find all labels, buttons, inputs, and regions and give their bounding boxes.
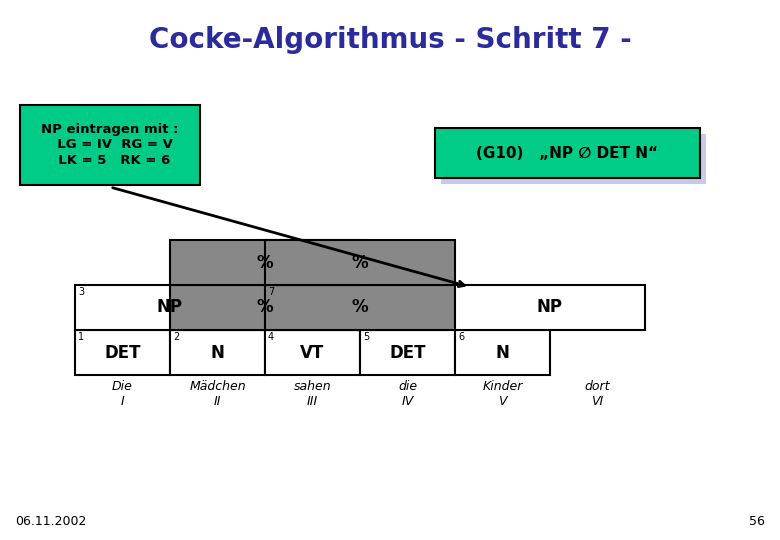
Text: Cocke-Algorithmus - Schritt 7 -: Cocke-Algorithmus - Schritt 7 - [149,26,631,54]
Bar [435,128,700,178]
Text: 6: 6 [458,332,464,342]
Text: 7: 7 [268,287,275,297]
Text: VT: VT [300,343,324,361]
Text: 1: 1 [78,332,84,342]
Text: NP eintragen mit :
  LG = IV  RG = V
  LK = 5   RK = 6: NP eintragen mit : LG = IV RG = V LK = 5… [41,124,179,166]
Text: 56: 56 [749,515,765,528]
Bar [75,330,170,375]
Text: NP: NP [157,299,183,316]
Text: N: N [211,343,225,361]
Text: Die
I: Die I [112,380,133,408]
Bar [20,105,200,185]
Text: NP: NP [537,299,563,316]
Text: die
IV: die IV [398,380,417,408]
Text: 4: 4 [268,332,274,342]
Text: Kinder
V: Kinder V [482,380,523,408]
Text: dort
VI: dort VI [585,380,610,408]
Text: 5: 5 [363,332,369,342]
Bar [170,240,360,285]
Text: %: % [352,253,368,272]
Bar [441,134,706,184]
Text: DET: DET [389,343,426,361]
Text: Mädchen
II: Mädchen II [190,380,246,408]
Bar [360,330,455,375]
Text: %: % [257,299,273,316]
Text: N: N [495,343,509,361]
Bar [170,285,360,330]
Text: (G10)   „NP ∅ DET N“: (G10) „NP ∅ DET N“ [477,145,658,160]
Bar [265,330,360,375]
Bar [265,285,455,330]
Text: 06.11.2002: 06.11.2002 [15,515,87,528]
Text: sahen
III: sahen III [294,380,332,408]
Text: %: % [257,253,273,272]
Bar [170,330,265,375]
Text: 2: 2 [173,332,179,342]
Bar [455,330,550,375]
Bar [265,240,455,285]
Bar [455,285,645,330]
Bar [75,285,265,330]
Text: %: % [352,299,368,316]
Text: 3: 3 [78,287,84,297]
Text: DET: DET [105,343,140,361]
